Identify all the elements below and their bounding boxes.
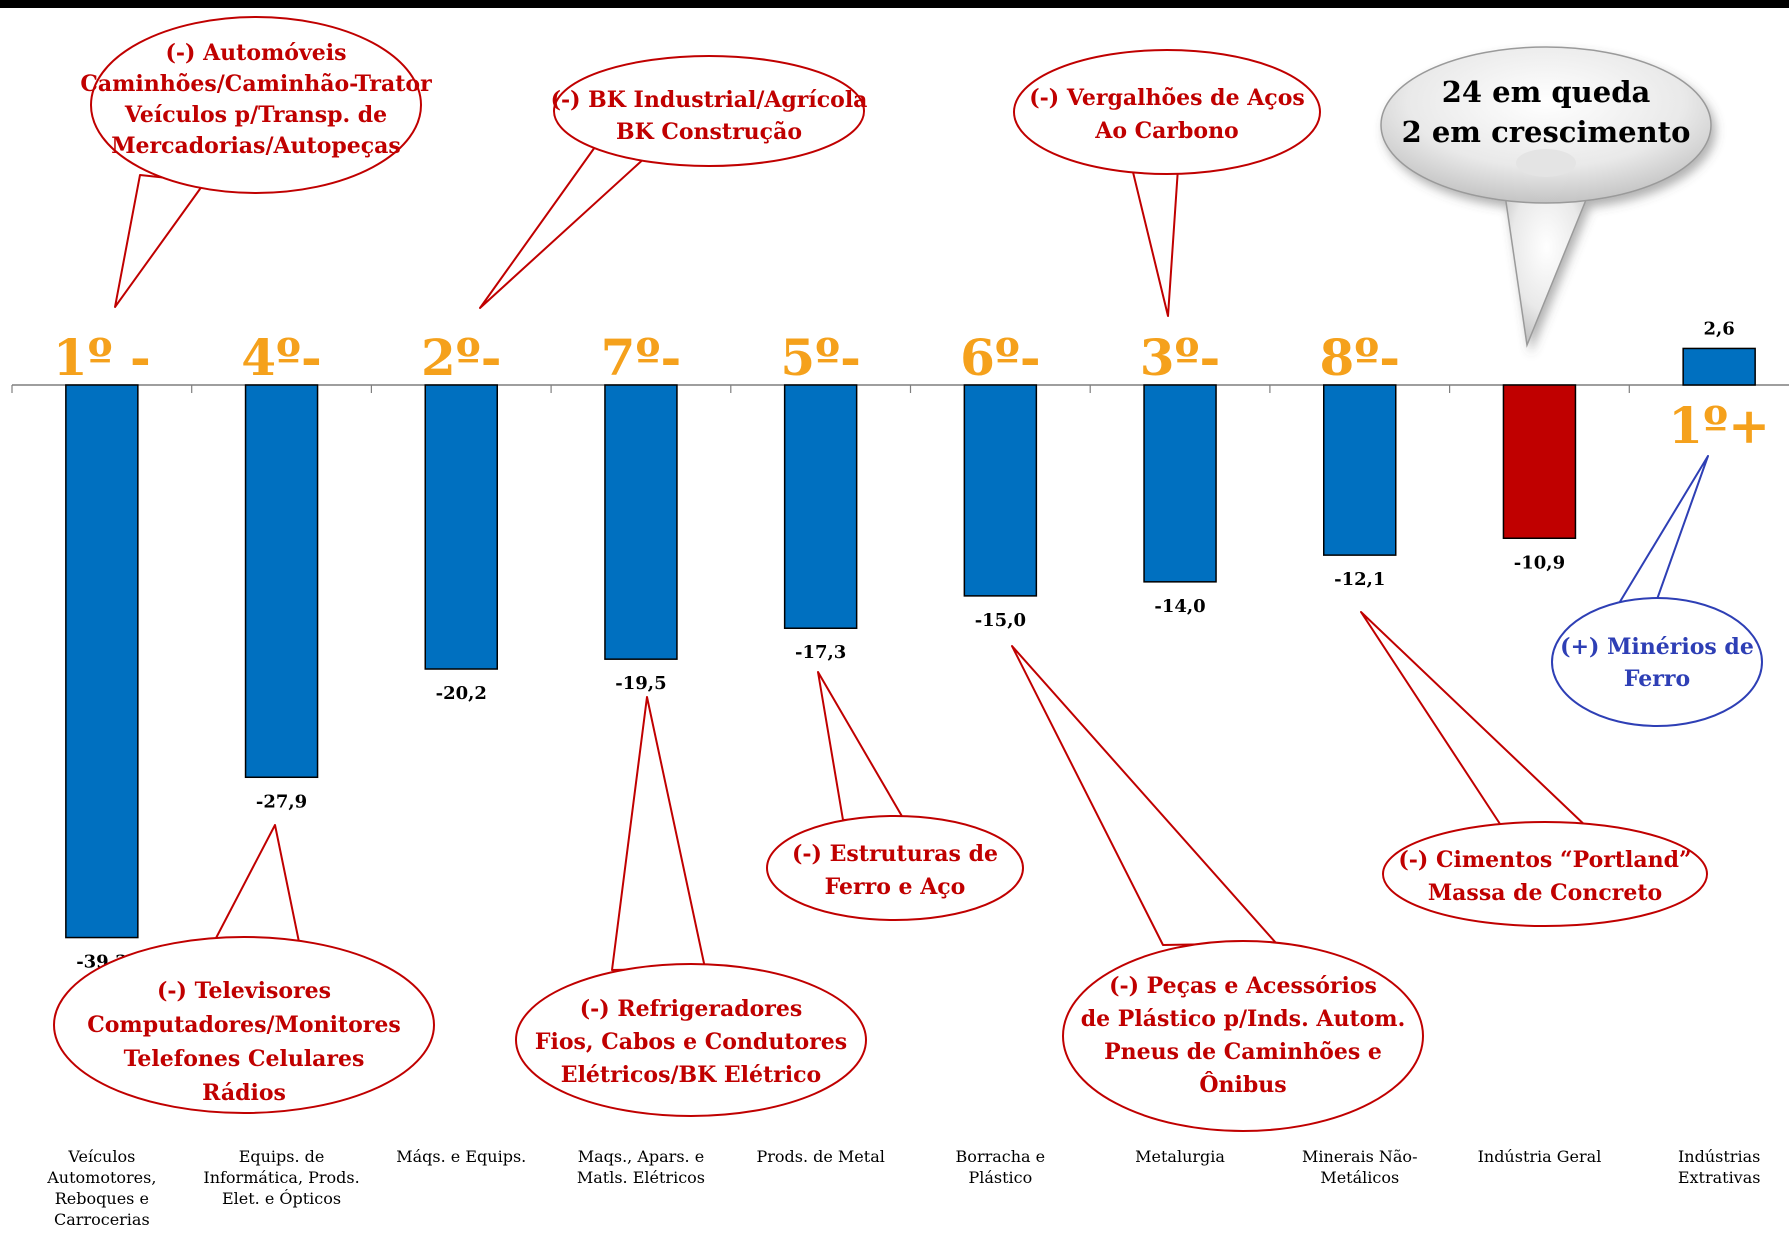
data-label: -19,5 (615, 673, 666, 694)
category-label: Prods. de Metal (756, 1147, 884, 1166)
rank-label: 4º- (241, 328, 322, 387)
callout-text: 24 em queda 2 em crescimento (1402, 75, 1691, 149)
callout-text: (-) Cimentos “Portland” Massa de Concreto (1398, 847, 1691, 906)
data-label: -10,9 (1514, 552, 1565, 573)
data-label: 2,6 (1703, 318, 1734, 339)
bar (783, 384, 858, 629)
callout-text: (-) Vergalhões de Aços Ao Carbono (1029, 85, 1305, 144)
rank-label: 1º - (53, 328, 151, 387)
bar (65, 384, 139, 939)
bar (424, 384, 498, 670)
rank-label: 3º- (1140, 328, 1221, 387)
callout-bubble: (-) Televisores Computadores/Monitores Tel… (53, 824, 435, 1114)
bar (1143, 384, 1217, 583)
callout-bubble: (-) Automóveis Caminhões/Caminhão-Trator V… (80, 16, 432, 308)
callout-bubble: (+) Minérios de Ferro (1551, 455, 1763, 727)
callout-text: (-) Estruturas de Ferro e Aço (792, 841, 998, 900)
category-label: Minerais Não-Metálicos (1302, 1147, 1417, 1187)
bar (1323, 384, 1397, 556)
bar (1502, 384, 1577, 540)
rank-label: 8º- (1319, 328, 1400, 387)
category-label: Borracha e Plástico (956, 1147, 1046, 1187)
category-label: Indústrias Extrativas (1678, 1147, 1761, 1187)
category-label: Indústria Geral (1478, 1147, 1602, 1166)
callout-text: (+) Minérios de Ferro (1560, 634, 1754, 692)
callout-bubble: (-) Estruturas de Ferro e Aço (766, 671, 1024, 921)
callout-text: (-) BK Industrial/Agrícola BK Construção (551, 87, 868, 145)
data-label: -20,2 (436, 683, 487, 704)
category-label: Equips. de Informática, Prods. Elet. e Ópt… (203, 1147, 359, 1208)
callout-bubble: (-) Refrigeradores Fios, Cabos e Condutor… (515, 696, 867, 1117)
rank-label: 1º+ (1668, 396, 1770, 455)
callout-bubble: (-) BK Industrial/Agrícola BK Construção (479, 55, 868, 309)
data-label: -17,3 (795, 642, 846, 663)
callout-text: (-) Peças e Acessórios de Plástico p/Inds… (1081, 973, 1405, 1098)
callout-text: (-) Refrigeradores Fios, Cabos e Condutor… (535, 996, 847, 1088)
bar (244, 384, 319, 779)
data-label: -27,9 (256, 791, 307, 812)
bar (604, 384, 678, 660)
bar (963, 384, 1038, 597)
top-border (0, 0, 1789, 8)
callout-bubble: (-) Vergalhões de Aços Ao Carbono (1013, 49, 1321, 317)
rank-label: 7º- (601, 328, 682, 387)
data-label: -15,0 (975, 610, 1026, 631)
rank-label: 6º- (960, 328, 1041, 387)
data-label: -12,1 (1334, 569, 1385, 590)
callout-text: (-) Automóveis Caminhões/Caminhão-Trator V… (80, 40, 432, 159)
bar (1682, 347, 1756, 386)
category-label: Maqs., Apars. e Matls. Elétricos (577, 1147, 705, 1187)
category-label: Veículos Automotores, Reboques e Carroceria… (46, 1147, 156, 1229)
rank-label: 2º- (421, 328, 502, 387)
rank-label: 5º- (780, 328, 861, 387)
category-label: Máqs. e Equips. (396, 1147, 526, 1166)
category-label: Metalurgia (1135, 1147, 1225, 1166)
callout-text: (-) Televisores Computadores/Monitores Tel… (87, 978, 401, 1106)
callout-bubble: (-) Cimentos “Portland” Massa de Concreto (1360, 611, 1708, 927)
callout-bubble: (-) Peças e Acessórios de Plástico p/Inds… (1011, 645, 1424, 1132)
callout-bubble: 24 em queda 2 em crescimento (1380, 46, 1712, 348)
data-label: -14,0 (1154, 596, 1205, 617)
